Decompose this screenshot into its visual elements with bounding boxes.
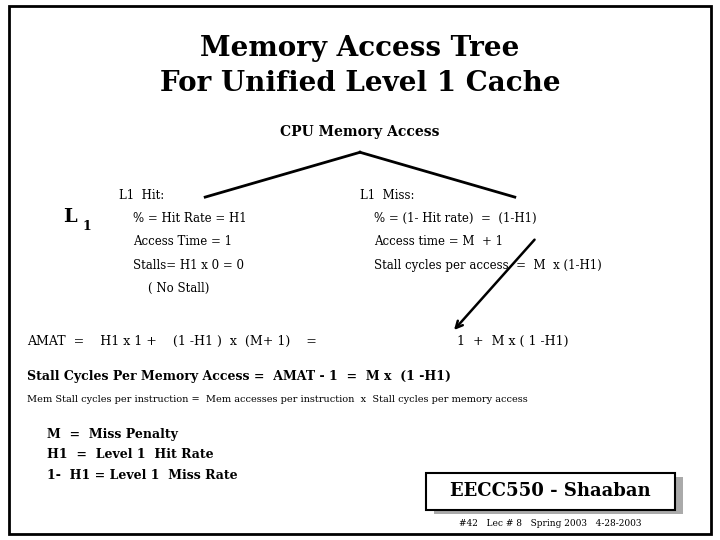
Text: Memory Access Tree: Memory Access Tree	[200, 35, 520, 62]
Text: #42   Lec # 8   Spring 2003   4-28-2003: #42 Lec # 8 Spring 2003 4-28-2003	[459, 519, 642, 528]
Text: Access time = M  + 1: Access time = M + 1	[374, 235, 503, 248]
Text: Stall cycles per access  =  M  x (1-H1): Stall cycles per access = M x (1-H1)	[374, 259, 602, 272]
Text: 1-  H1 = Level 1  Miss Rate: 1- H1 = Level 1 Miss Rate	[47, 469, 238, 482]
Text: For Unified Level 1 Cache: For Unified Level 1 Cache	[160, 70, 560, 97]
Text: L: L	[63, 208, 77, 226]
Text: % = Hit Rate = H1: % = Hit Rate = H1	[133, 212, 247, 225]
Text: Mem Stall cycles per instruction =  Mem accesses per instruction  x  Stall cycle: Mem Stall cycles per instruction = Mem a…	[27, 395, 528, 404]
Text: ( No Stall): ( No Stall)	[148, 282, 209, 295]
Text: H1  =  Level 1  Hit Rate: H1 = Level 1 Hit Rate	[47, 448, 213, 461]
Text: L1  Miss:: L1 Miss:	[360, 189, 415, 202]
Text: CPU Memory Access: CPU Memory Access	[280, 125, 440, 139]
Text: Stalls= H1 x 0 = 0: Stalls= H1 x 0 = 0	[133, 259, 244, 272]
Bar	[426, 473, 675, 510]
Text: L1  Hit:: L1 Hit:	[119, 189, 164, 202]
Text: 1: 1	[83, 220, 91, 233]
Text: Stall Cycles Per Memory Access =  AMAT - 1  =  M x  (1 -H1): Stall Cycles Per Memory Access = AMAT - …	[27, 370, 451, 383]
Text: AMAT  =    H1 x 1 +    (1 -H1 )  x  (M+ 1)    =: AMAT = H1 x 1 + (1 -H1 ) x (M+ 1) =	[27, 335, 318, 348]
Text: % = (1- Hit rate)  =  (1-H1): % = (1- Hit rate) = (1-H1)	[374, 212, 537, 225]
Bar	[434, 477, 683, 514]
Text: M  =  Miss Penalty: M = Miss Penalty	[47, 428, 178, 441]
Text: EECC550 - Shaaban: EECC550 - Shaaban	[450, 482, 650, 501]
Text: Access Time = 1: Access Time = 1	[133, 235, 232, 248]
Text: 1  +  M x ( 1 -H1): 1 + M x ( 1 -H1)	[457, 335, 569, 348]
